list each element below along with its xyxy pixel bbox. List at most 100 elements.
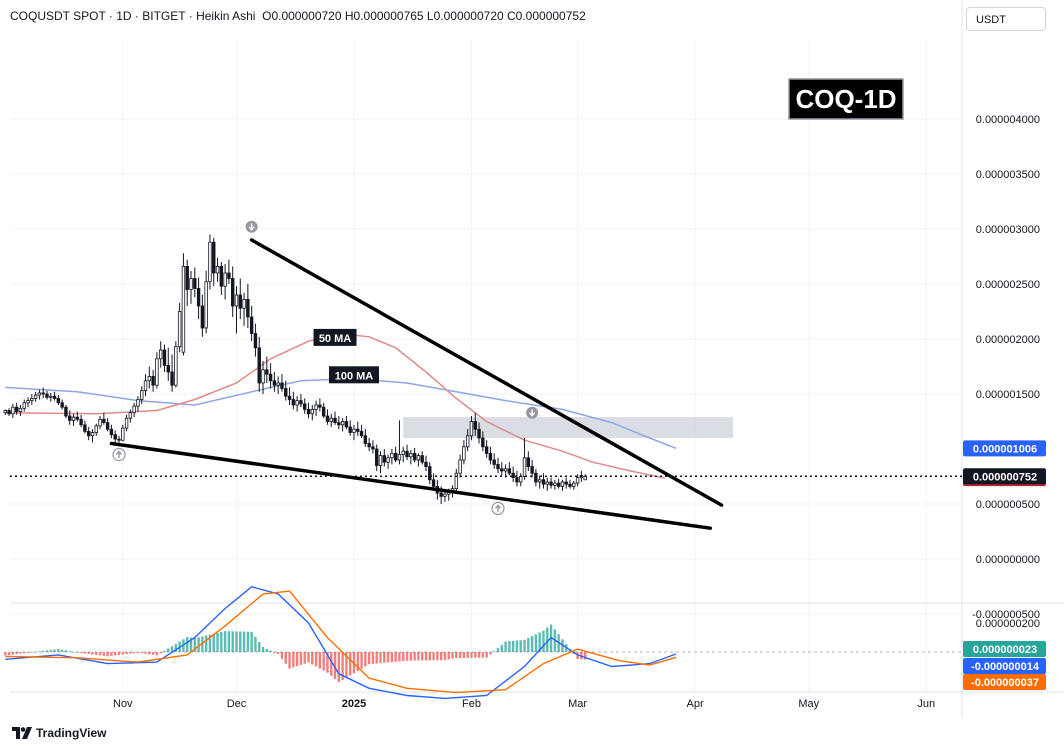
candle <box>49 392 53 402</box>
candle <box>375 444 379 471</box>
candle-body <box>318 404 322 408</box>
candle <box>458 454 462 478</box>
macd-histogram-bar <box>174 643 178 652</box>
macd-histogram-bar <box>477 652 481 658</box>
candle <box>420 451 424 465</box>
macd-histogram-bar <box>4 652 7 656</box>
candle-body <box>541 479 546 485</box>
candle <box>60 399 64 410</box>
macd-histogram-bar <box>523 639 526 652</box>
macd-histogram-bar <box>519 640 522 652</box>
macd-histogram-bar <box>515 640 519 652</box>
time-axis[interactable]: Nov Dec 2025 Feb Mar Apr May Jun <box>113 698 935 710</box>
macd-histogram-bar <box>208 634 212 652</box>
macd-histogram-bar <box>11 652 15 655</box>
ma100-line <box>5 377 677 449</box>
chart-style: Heikin Ashi <box>196 9 256 23</box>
candle-body <box>367 443 371 448</box>
price-tick-label: 0.000002000 <box>976 334 1040 346</box>
macd-badge-text: -0.000000037 <box>971 677 1039 689</box>
candle <box>11 403 15 419</box>
candle <box>261 361 265 394</box>
candles[interactable] <box>3 234 587 505</box>
candle-body <box>45 393 49 398</box>
annotation-text: 50 MA <box>319 333 351 345</box>
price-tick-label: 0.000000500 <box>976 499 1040 511</box>
macd-histogram-bar <box>421 652 424 661</box>
candle-body <box>18 407 23 412</box>
macd-histogram-bar <box>292 652 295 668</box>
candle <box>340 418 345 432</box>
candle <box>105 418 110 432</box>
annotation-label: 50 MA <box>313 328 357 346</box>
candle <box>321 402 326 419</box>
tradingview-logo[interactable]: TradingView <box>12 726 106 740</box>
macd-histogram-bar <box>462 652 466 658</box>
candle-body <box>511 472 515 479</box>
candle <box>189 270 193 304</box>
macd-histogram-bar <box>121 652 124 655</box>
macd-histogram-bar <box>235 631 238 652</box>
candle-body <box>553 482 557 486</box>
macd-histogram-bar <box>106 652 109 657</box>
candle-body <box>147 375 152 382</box>
candle-body <box>219 265 224 287</box>
candle-body <box>155 358 159 386</box>
macd-histogram-bar <box>197 637 200 652</box>
candle <box>333 411 337 425</box>
macd-histogram-bar <box>53 649 56 652</box>
candle-body <box>371 446 375 450</box>
macd-histogram-bar <box>129 652 132 654</box>
price-tick-label: 0.000004000 <box>976 114 1040 126</box>
candle <box>583 474 587 481</box>
price-axis[interactable]: 0.000004000 0.000003500 0.000003000 0.00000… <box>10 114 1046 621</box>
candle <box>68 410 72 425</box>
candle-body <box>75 416 80 420</box>
candle <box>465 429 470 452</box>
candle <box>52 391 57 401</box>
candle <box>204 270 208 334</box>
candle-body <box>117 438 121 441</box>
marker-up-icon <box>112 447 126 462</box>
candle-body <box>143 380 148 392</box>
candle <box>234 286 239 334</box>
candle <box>359 424 364 438</box>
candle-body <box>481 437 485 448</box>
price-badge-ma100-bg <box>963 440 1046 457</box>
candle-body <box>333 417 337 424</box>
macd-histogram-bar <box>258 641 261 652</box>
macd-histogram-bar <box>371 652 375 664</box>
candle <box>249 306 254 342</box>
annotation-bg <box>328 366 379 384</box>
candle <box>22 399 26 412</box>
candle <box>337 416 341 430</box>
candle-body <box>83 424 87 432</box>
macd-badge-bg <box>963 674 1046 690</box>
candle-body <box>181 265 186 353</box>
candle <box>246 284 250 328</box>
symbol-name[interactable]: COQUSDT SPOT <box>10 9 106 23</box>
interval[interactable]: 1D <box>116 9 132 23</box>
candle <box>492 453 496 469</box>
candle <box>185 259 189 306</box>
candle <box>276 376 280 394</box>
candle <box>265 356 269 383</box>
candle-body <box>310 408 314 415</box>
candle-body <box>71 416 76 421</box>
macd-histogram-bar <box>496 647 500 652</box>
price-tick-label: -0.000000500 <box>972 609 1040 621</box>
candle <box>291 391 296 410</box>
candle-body <box>348 426 352 433</box>
macd-histogram-bar <box>341 652 344 680</box>
macd-histogram-bar <box>186 637 189 652</box>
annotation-text: 100 MA <box>335 370 374 382</box>
currency-button[interactable]: USDT <box>966 7 1046 31</box>
candle-body <box>37 392 42 396</box>
candle-body <box>223 272 227 287</box>
candle <box>166 347 170 381</box>
candle <box>272 372 277 392</box>
candle-body <box>378 455 383 466</box>
candle-body <box>363 435 368 444</box>
macd-histogram-bar <box>227 631 231 652</box>
